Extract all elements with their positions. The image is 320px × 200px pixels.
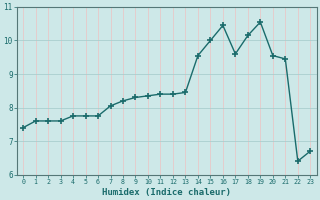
X-axis label: Humidex (Indice chaleur): Humidex (Indice chaleur) [102, 188, 231, 197]
